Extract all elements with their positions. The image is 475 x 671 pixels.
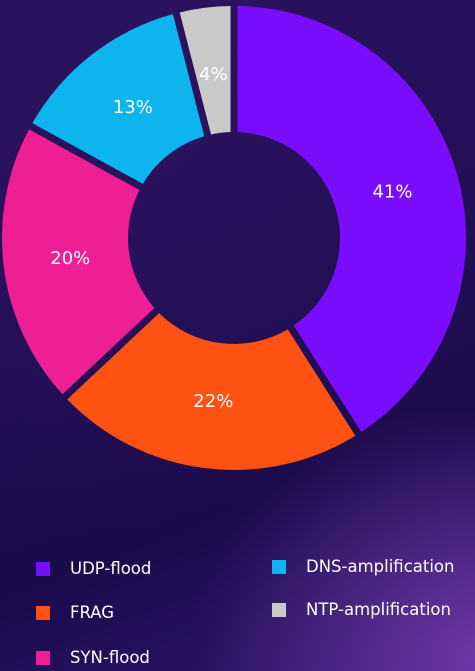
- slice-label-dns-amplification: 13%: [113, 97, 153, 118]
- slice-frag: [67, 313, 356, 470]
- slice-dns-amplification: [32, 14, 205, 184]
- slice-label-udp-flood: 41%: [372, 181, 412, 202]
- legend-item-ntp-amplification: NTP-amplification: [272, 600, 451, 619]
- legend-item-udp-flood: UDP-flood: [36, 559, 151, 578]
- slice-udp-flood: [237, 6, 467, 432]
- donut-chart: 41% 22% 20% 13% 4%: [1, 6, 467, 470]
- legend-swatch-dns-amplification: [272, 559, 286, 574]
- legend-label-udp-flood: UDP-flood: [70, 559, 152, 578]
- legend-swatch-ntp-amplification: [272, 602, 286, 617]
- legend-item-dns-amplification: DNS-amplification: [272, 557, 454, 576]
- legend-label-frag: FRAG: [70, 603, 115, 622]
- slice-ntp-amplification: [179, 6, 231, 135]
- legend-swatch-udp-flood: [36, 561, 50, 576]
- legend-label-syn-flood: SYN-flood: [70, 648, 150, 667]
- legend-item-frag: FRAG: [36, 603, 114, 622]
- legend-swatch-syn-flood: [36, 650, 50, 665]
- legend-item-syn-flood: SYN-flood: [36, 648, 150, 667]
- slice-label-ntp-amplification: 4%: [199, 64, 228, 85]
- legend-swatch-frag: [36, 605, 50, 620]
- slice-syn-flood: [1, 129, 155, 395]
- legend-label-ntp-amplification: NTP-amplification: [306, 600, 451, 619]
- slice-label-syn-flood: 20%: [50, 248, 90, 269]
- legend-label-dns-amplification: DNS-amplification: [306, 557, 455, 576]
- slice-label-frag: 22%: [193, 391, 233, 412]
